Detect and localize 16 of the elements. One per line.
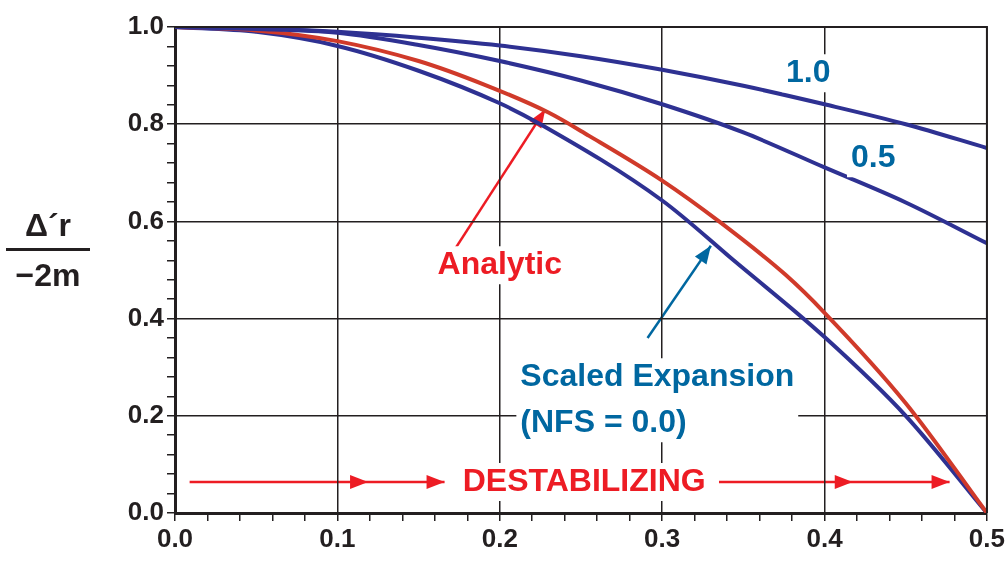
text: Analytic (437, 244, 563, 281)
x-tick-label: 0.4 (806, 522, 844, 553)
x-tick-label: 0.3 (644, 522, 681, 553)
series-label: Scaled Expansion (NFS = 0.0) (520, 357, 795, 440)
y-tick-label: 0.2 (127, 398, 164, 429)
annotation: DESTABILIZING (462, 461, 706, 498)
x-tick-label: 0.2 (481, 522, 518, 553)
x-tick-label: 0.1 (319, 522, 356, 553)
y-tick-label: 0.4 (127, 301, 165, 332)
x-tick-label: 0.5 (968, 522, 1006, 553)
y-tick-label: 1.0 (127, 10, 164, 41)
series-label: 0.5 (851, 138, 896, 175)
y-axis-title: Δ´r −2m (6, 200, 90, 300)
y-tick-label: 0.6 (127, 204, 164, 235)
y-tick-label: 0.8 (127, 107, 164, 138)
series-label: 1.0 (786, 53, 831, 89)
